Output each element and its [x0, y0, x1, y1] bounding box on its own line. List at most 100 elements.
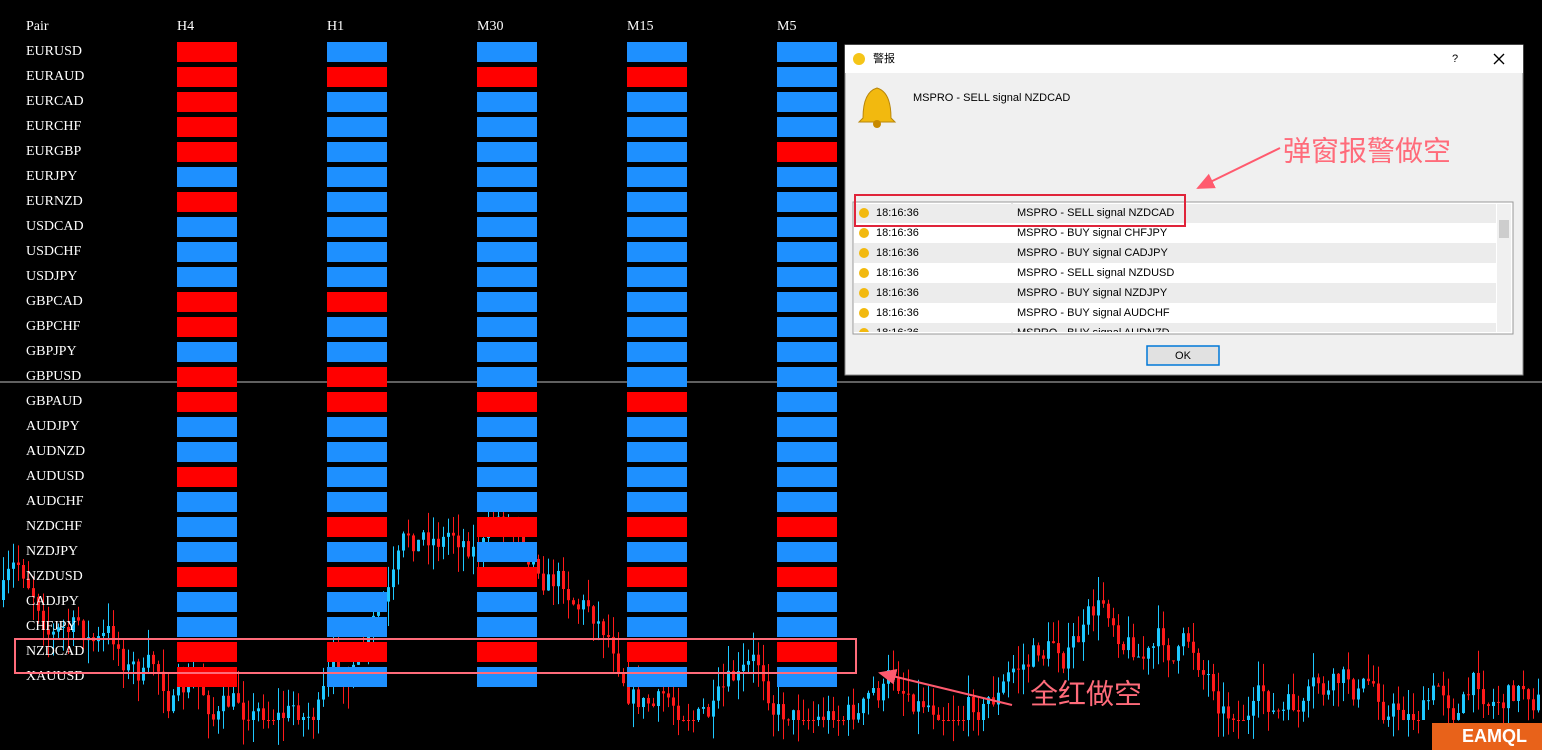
- candle-body: [1537, 694, 1540, 711]
- close-button[interactable]: [1493, 53, 1505, 65]
- signal-cell: [777, 142, 837, 162]
- log-time: 18:16:36: [876, 267, 919, 279]
- candle-body: [752, 654, 755, 662]
- candle-body: [797, 710, 800, 720]
- candle-body: [142, 667, 145, 681]
- candle-body: [1222, 706, 1225, 714]
- pair-label: NZDCAD: [26, 644, 84, 659]
- signal-cell: [477, 517, 537, 537]
- candle-body: [397, 550, 400, 570]
- candle-body: [862, 698, 865, 714]
- candle-body: [1177, 646, 1180, 661]
- candle-body: [1117, 625, 1120, 645]
- candle-body: [632, 689, 635, 704]
- pair-label: EURNZD: [26, 194, 83, 209]
- candle-body: [1057, 643, 1060, 654]
- candle-body: [927, 705, 930, 708]
- candle-body: [322, 685, 325, 700]
- signal-cell: [327, 317, 387, 337]
- candle-body: [547, 574, 550, 591]
- signal-cell: [477, 492, 537, 512]
- candle-body: [112, 626, 115, 645]
- candle-body: [1457, 713, 1460, 720]
- candle-body: [1342, 669, 1345, 684]
- candle-body: [1107, 603, 1110, 619]
- candle-body: [1242, 720, 1245, 721]
- candle-body: [132, 661, 135, 665]
- candle-body: [1362, 678, 1365, 689]
- ok-button[interactable]: [1146, 345, 1220, 366]
- candle-body: [712, 700, 715, 717]
- candle-body: [262, 708, 265, 720]
- signal-cell: [627, 242, 687, 262]
- candle-body: [977, 712, 980, 720]
- candle-body: [232, 693, 235, 707]
- candle-body: [802, 720, 805, 721]
- signal-cell: [177, 242, 237, 262]
- candle-body: [1372, 681, 1375, 684]
- candle-body: [942, 720, 945, 721]
- candle-body: [452, 532, 455, 536]
- signal-cell: [177, 492, 237, 512]
- candle-body: [1132, 637, 1135, 658]
- signal-cell: [477, 67, 537, 87]
- candle-body: [1162, 628, 1165, 646]
- candle-body: [1287, 694, 1290, 710]
- candle-body: [717, 686, 720, 701]
- signal-cell: [327, 667, 387, 687]
- candle-body: [887, 670, 890, 684]
- timeframe-label: H4: [177, 19, 194, 34]
- candle-body: [842, 720, 845, 721]
- candle-body: [1122, 644, 1125, 651]
- candle-body: [967, 697, 970, 720]
- signal-cell: [327, 467, 387, 487]
- signal-cell: [627, 42, 687, 62]
- candle-body: [1437, 685, 1440, 687]
- candle-body: [407, 533, 410, 536]
- signal-cell: [777, 317, 837, 337]
- signal-cell: [627, 167, 687, 187]
- candle-body: [82, 620, 85, 641]
- candle-body: [1192, 641, 1195, 653]
- ok-label[interactable]: OK: [1175, 350, 1192, 362]
- pair-label: USDCAD: [26, 219, 84, 234]
- candle-body: [827, 711, 830, 720]
- candle-body: [882, 683, 885, 701]
- signal-cell: [327, 417, 387, 437]
- signal-cell: [177, 367, 237, 387]
- candle-body: [1102, 600, 1105, 604]
- candle-body: [852, 704, 855, 720]
- candle-body: [1037, 645, 1040, 656]
- candle-body: [1477, 672, 1480, 690]
- candle-body: [812, 720, 815, 721]
- candle-body: [1207, 674, 1210, 676]
- signal-cell: [177, 167, 237, 187]
- candle-body: [1427, 700, 1430, 702]
- signal-cell: [627, 142, 687, 162]
- candle-body: [1032, 645, 1035, 667]
- signal-cell: [477, 267, 537, 287]
- candle-body: [557, 570, 560, 587]
- candle-body: [642, 697, 645, 708]
- candle-body: [1302, 700, 1305, 712]
- candle-body: [582, 600, 585, 610]
- signal-cell: [777, 667, 837, 687]
- signal-cell: [477, 167, 537, 187]
- candle-body: [832, 711, 835, 720]
- candle-body: [227, 695, 230, 707]
- log-time: 18:16:36: [876, 287, 919, 299]
- help-button[interactable]: ?: [1452, 53, 1458, 65]
- candle-body: [597, 621, 600, 624]
- candle-body: [1147, 647, 1150, 659]
- candle-body: [847, 704, 850, 720]
- candle-body: [1047, 641, 1050, 659]
- pair-label: EURJPY: [26, 169, 77, 184]
- signal-cell: [327, 492, 387, 512]
- candle-body: [667, 693, 670, 698]
- signal-cell: [177, 442, 237, 462]
- candle-body: [172, 695, 175, 712]
- signal-cell: [177, 192, 237, 212]
- signal-cell: [327, 292, 387, 312]
- candle-body: [1517, 685, 1520, 701]
- signal-cell: [627, 542, 687, 562]
